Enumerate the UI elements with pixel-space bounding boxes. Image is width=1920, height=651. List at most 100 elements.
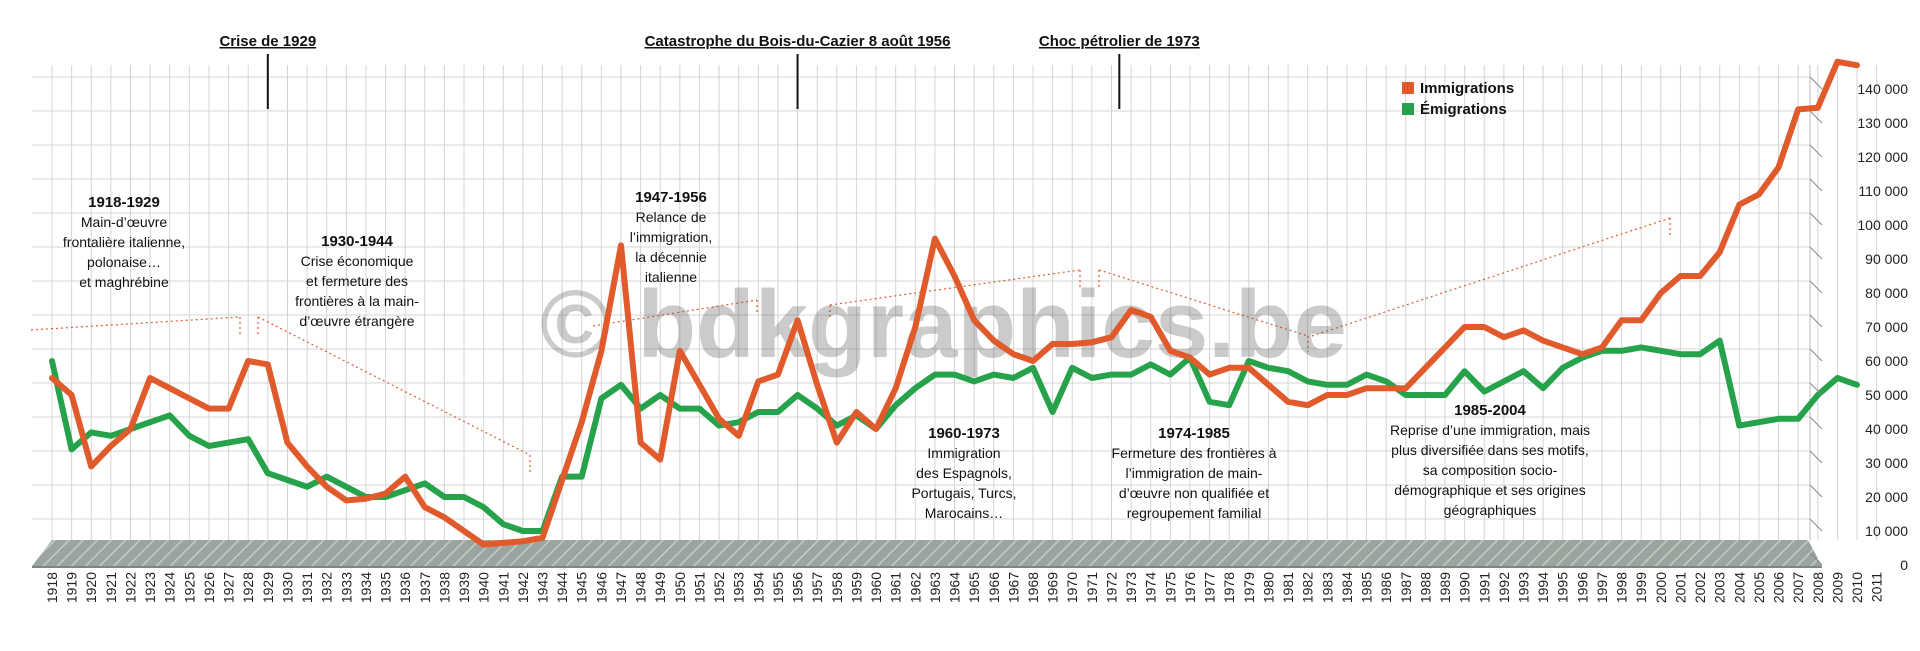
x-tick-label: 1936 — [397, 572, 413, 603]
period-guide-line — [257, 316, 531, 456]
annotation-line: regroupement familial — [1127, 505, 1262, 521]
x-tick-label: 1939 — [456, 572, 472, 603]
annotation-title: 1918-1929 — [88, 194, 160, 211]
x-tick-label: 1998 — [1614, 572, 1630, 603]
x-tick-label: 2008 — [1810, 572, 1826, 603]
period-guides — [30, 217, 1671, 475]
x-tick-label: 1987 — [1398, 572, 1414, 603]
y-tick-mark — [1809, 144, 1823, 158]
x-tick-label: 1922 — [122, 572, 138, 603]
period-guide-line — [1098, 269, 1309, 337]
x-tick-label: 1980 — [1260, 572, 1276, 603]
y-tick-label: 100 000 — [1857, 217, 1908, 233]
y-tick-mark — [1809, 110, 1823, 124]
x-tick-label: 1933 — [338, 572, 354, 603]
annotation-line: et fermeture des — [306, 273, 408, 289]
y-tick-label: 90 000 — [1865, 251, 1908, 267]
x-tick-label: 1927 — [221, 572, 237, 603]
x-tick-label: 1938 — [436, 572, 452, 603]
x-tick-label: 1966 — [986, 572, 1002, 603]
legend-swatch — [1402, 103, 1414, 115]
period-guide-line — [1311, 217, 1671, 337]
x-tick-label: 1983 — [1319, 572, 1335, 603]
x-tick-label: 1944 — [554, 572, 570, 603]
x-tick-label: 1996 — [1574, 572, 1590, 603]
x-tick-label: 1941 — [495, 572, 511, 603]
baseline-edge — [32, 566, 1822, 568]
x-tick-label: 1963 — [927, 572, 943, 603]
annotation-line: frontalière italienne, — [63, 234, 185, 250]
x-tick-label: 1995 — [1555, 572, 1571, 603]
annotation: 1985-2004 Reprise d’une immigration, mais… — [1390, 402, 1590, 518]
annotation-title: 1947-1956 — [635, 189, 707, 206]
x-tick-label: 1945 — [574, 572, 590, 603]
y-tick-mark — [1809, 552, 1823, 566]
x-tick-label: 1981 — [1280, 572, 1296, 603]
x-tick-label: 1991 — [1476, 572, 1492, 603]
x-tick-label: 1918 — [44, 572, 60, 603]
annotation: 1947-1956 Relance de l’immigration, la déce… — [630, 189, 712, 285]
x-tick-label: 1929 — [260, 572, 276, 603]
x-tick-label: 1935 — [378, 572, 394, 603]
x-tick-label: 2001 — [1672, 572, 1688, 603]
y-tick-label: 60 000 — [1865, 353, 1908, 369]
x-tick-label: 1971 — [1084, 572, 1100, 603]
annotation-line: italienne — [645, 269, 697, 285]
annotation-line: Fermeture des frontières à — [1112, 445, 1277, 461]
annotation: 1918-1929 Main-d’œuvre frontalière italien… — [63, 194, 185, 290]
annotation-line: Portugais, Turcs, — [911, 485, 1016, 501]
x-tick-label: 1975 — [1162, 572, 1178, 603]
x-tick-label: 1931 — [299, 572, 315, 603]
y-tick-label: 10 000 — [1865, 523, 1908, 539]
annotation-line: d’œuvre non qualifiée et — [1119, 485, 1269, 501]
x-tick-label: 1921 — [103, 572, 119, 603]
annotation-title: 1930-1944 — [321, 233, 393, 250]
x-tick-label: 2000 — [1653, 572, 1669, 603]
x-tick-label: 1951 — [691, 572, 707, 603]
annotation-line: Marocains… — [925, 505, 1004, 521]
x-tick-label: 1928 — [240, 572, 256, 603]
x-tick-label: 1925 — [181, 572, 197, 603]
period-annotations: 1918-1929 Main-d’œuvre frontalière italien… — [63, 189, 1590, 521]
y-tick-mark — [1809, 212, 1823, 226]
annotation-title: 1985-2004 — [1454, 402, 1526, 419]
annotation-title: 1974-1985 — [1158, 425, 1230, 442]
y-tick-mark — [1809, 450, 1823, 464]
y-tick-mark — [1809, 416, 1823, 430]
x-tick-label: 1999 — [1633, 572, 1649, 603]
period-guide-line — [829, 269, 1081, 306]
baseline-band — [32, 540, 1822, 568]
x-tick-label: 1959 — [848, 572, 864, 603]
x-tick-label: 1932 — [319, 572, 335, 603]
annotation-line: sa composition socio- — [1423, 462, 1558, 478]
annotation-line: démographique et ses origines — [1394, 482, 1585, 498]
y-tick-label: 30 000 — [1865, 455, 1908, 471]
x-tick-label: 1926 — [201, 572, 217, 603]
annotation-line: la décennie — [635, 249, 707, 265]
annotation-line: Relance de — [636, 209, 707, 225]
x-tick-label: 1930 — [279, 572, 295, 603]
y-tick-mark — [1809, 348, 1823, 362]
x-tick-label: 1982 — [1300, 572, 1316, 603]
grid — [32, 65, 1878, 540]
x-tick-label: 1934 — [358, 572, 374, 603]
x-tick-label: 1978 — [1221, 572, 1237, 603]
x-tick-label: 1989 — [1437, 572, 1453, 603]
watermark: © bdkgraphics.be — [540, 271, 1347, 378]
x-tick-label: 1993 — [1516, 572, 1532, 603]
legend: Immigrations Émigrations — [1402, 80, 1514, 118]
y-tick-mark — [1809, 518, 1823, 532]
y-tick-label: 140 000 — [1857, 81, 1908, 97]
x-tick-label: 1962 — [907, 572, 923, 603]
annotation-line: et maghrébine — [79, 274, 169, 290]
x-tick-label: 2002 — [1692, 572, 1708, 603]
x-tick-label: 1942 — [515, 572, 531, 603]
annotation: 1960-1973 Immigration des Espagnols, Portug… — [911, 425, 1016, 521]
x-tick-label: 1976 — [1182, 572, 1198, 603]
x-tick-label: 2009 — [1829, 572, 1845, 603]
x-tick-label: 1923 — [142, 572, 158, 603]
x-tick-label: 1968 — [1025, 572, 1041, 603]
x-tick-label: 2004 — [1731, 572, 1747, 603]
legend-label: Émigrations — [1420, 101, 1507, 118]
x-tick-label: 1954 — [750, 572, 766, 603]
